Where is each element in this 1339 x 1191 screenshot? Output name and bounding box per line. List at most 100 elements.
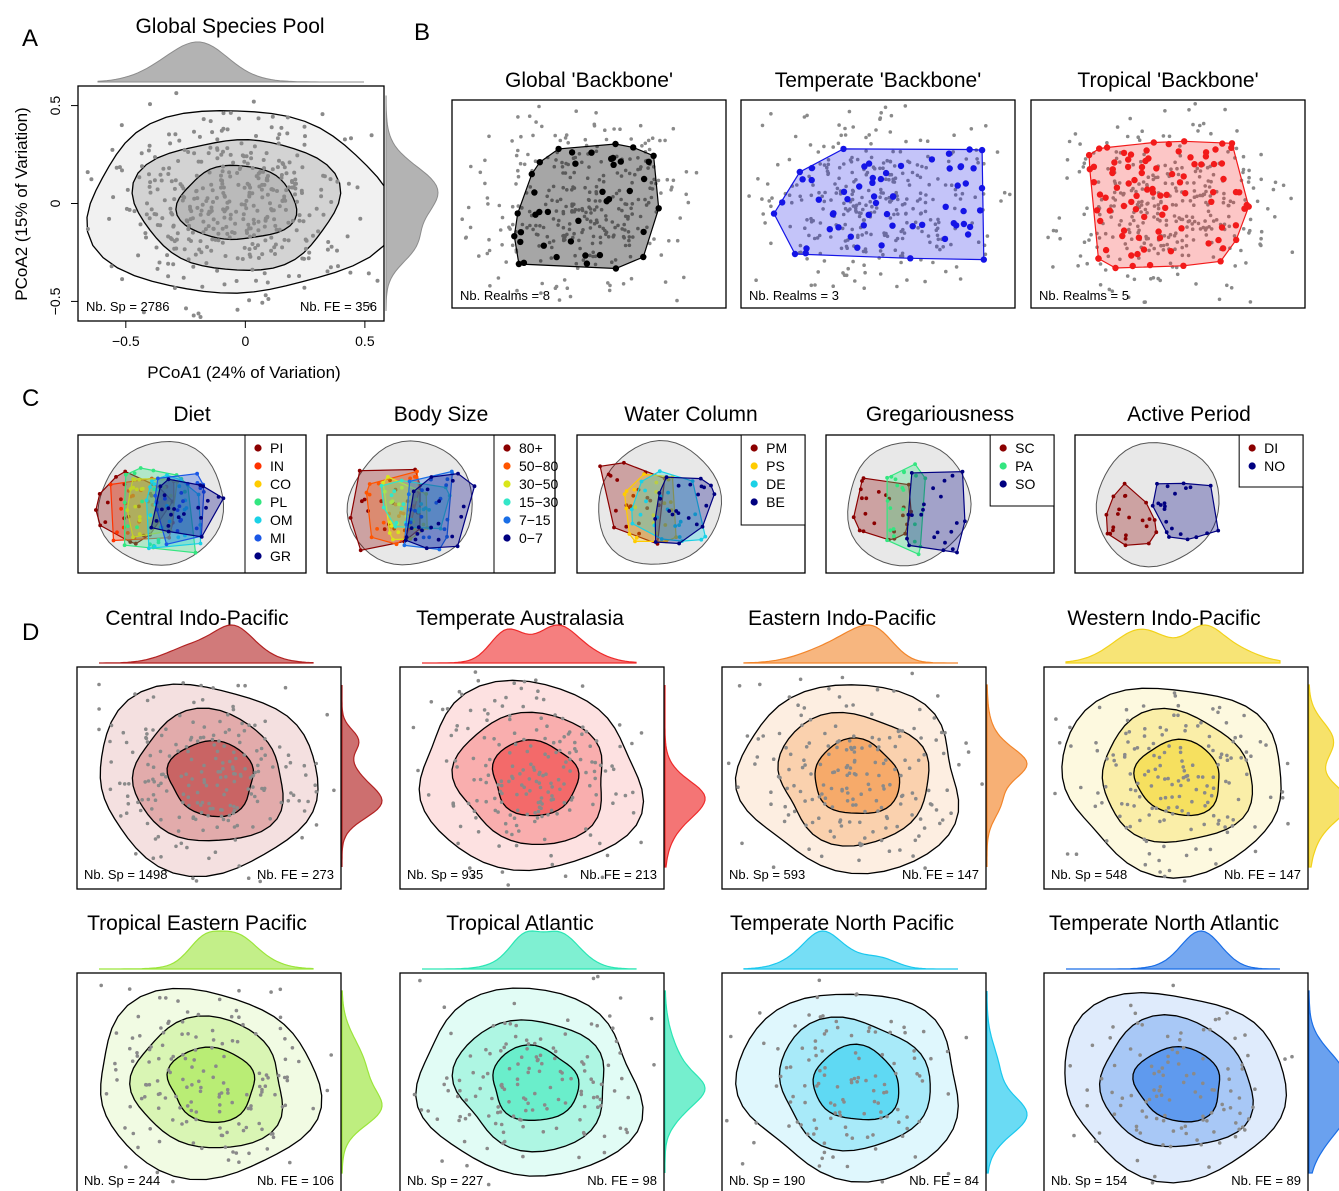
- species-point: [271, 765, 275, 769]
- trait-point: [182, 512, 186, 516]
- species-point: [291, 185, 296, 190]
- panel-letter-d: D: [22, 619, 39, 646]
- species-point: [1181, 765, 1185, 769]
- species-point: [1147, 813, 1151, 817]
- species-point: [588, 833, 593, 837]
- species-point: [97, 727, 101, 732]
- species-point: [555, 812, 559, 816]
- species-point: [236, 182, 241, 187]
- species-point: [572, 231, 576, 236]
- species-point: [148, 190, 153, 195]
- species-point: [208, 806, 212, 811]
- species-point: [1112, 1112, 1117, 1116]
- species-points: [460, 104, 699, 303]
- species-point: [442, 1082, 447, 1087]
- trait-point: [1147, 517, 1152, 521]
- backbone-point: [897, 162, 905, 170]
- species-point: [1163, 163, 1167, 168]
- realm-title: Temperate North Pacific: [730, 912, 954, 935]
- species-point: [939, 730, 944, 735]
- species-point: [179, 841, 184, 846]
- species-point: [1205, 784, 1209, 788]
- species-point: [788, 752, 793, 757]
- species-point: [515, 288, 519, 293]
- species-point: [186, 783, 191, 788]
- species-point: [259, 187, 264, 192]
- species-point: [275, 136, 280, 141]
- species-point: [885, 234, 890, 239]
- species-point: [581, 258, 586, 262]
- species-point: [872, 166, 877, 171]
- species-point: [1204, 189, 1208, 194]
- species-point: [836, 141, 841, 146]
- species-point: [238, 772, 243, 777]
- species-point: [1111, 1025, 1115, 1029]
- species-point: [1152, 753, 1156, 758]
- backbone-point: [815, 196, 822, 203]
- density-contours: [1064, 983, 1294, 1185]
- species-point: [893, 248, 898, 252]
- species-point: [230, 1039, 235, 1043]
- species-point: [168, 206, 173, 211]
- species-point: [215, 220, 220, 225]
- species-point: [159, 817, 163, 822]
- species-point: [1203, 184, 1207, 188]
- species-point: [147, 143, 152, 148]
- species-point: [1162, 818, 1166, 822]
- species-point: [1046, 235, 1050, 240]
- species-point: [785, 786, 789, 791]
- trait-point: [608, 473, 613, 478]
- species-point: [866, 188, 871, 193]
- species-point: [913, 1155, 918, 1159]
- species-point: [612, 1089, 617, 1093]
- species-point: [496, 783, 500, 787]
- species-point: [454, 728, 459, 732]
- species-point: [534, 678, 538, 682]
- species-point: [563, 1032, 568, 1036]
- species-point: [611, 235, 615, 239]
- species-point: [1168, 261, 1173, 266]
- species-point: [1144, 1099, 1148, 1104]
- backbone-point: [520, 259, 528, 266]
- species-point: [510, 764, 515, 768]
- species-point: [145, 732, 149, 736]
- species-point: [833, 182, 837, 186]
- species-point: [104, 1092, 109, 1096]
- species-point: [878, 249, 883, 253]
- species-point: [1206, 744, 1211, 748]
- species-point: [1138, 1131, 1143, 1135]
- species-point: [253, 723, 257, 728]
- species-point: [85, 227, 90, 231]
- species-point: [514, 182, 518, 186]
- backbone-point: [1125, 180, 1132, 187]
- trait-point: [902, 470, 906, 475]
- species-point: [204, 783, 209, 788]
- species-point: [627, 171, 632, 176]
- species-point: [197, 1079, 201, 1084]
- species-point: [197, 134, 202, 139]
- species-point: [273, 1092, 277, 1097]
- species-point: [125, 794, 130, 798]
- species-point: [446, 1088, 451, 1093]
- species-point: [165, 253, 170, 258]
- species-point: [1198, 169, 1203, 173]
- species-point: [1218, 755, 1223, 760]
- legend-label: OM: [270, 512, 293, 528]
- species-point: [822, 1150, 827, 1155]
- species-point: [566, 732, 571, 736]
- species-point: [745, 734, 750, 738]
- backbone-point: [517, 229, 525, 236]
- backbone-point: [889, 222, 896, 229]
- species-point: [1166, 1060, 1170, 1064]
- species-point: [1249, 754, 1253, 758]
- species-point: [840, 675, 845, 680]
- species-point: [1253, 849, 1258, 854]
- species-point: [528, 185, 533, 189]
- species-point: [583, 185, 587, 190]
- species-point: [290, 1046, 295, 1050]
- species-point: [127, 987, 132, 991]
- species-point: [1157, 1088, 1162, 1093]
- species-point: [234, 1008, 239, 1013]
- species-point: [535, 816, 540, 820]
